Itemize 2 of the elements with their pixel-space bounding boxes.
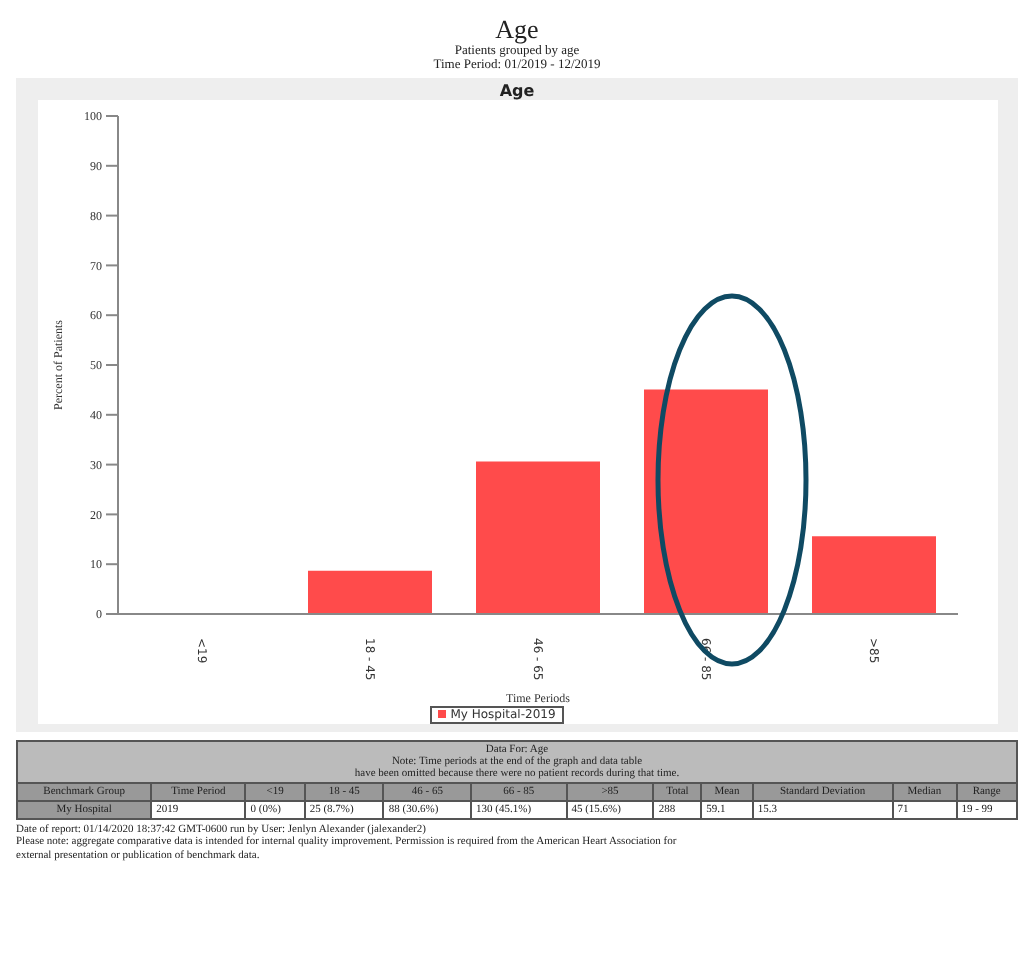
chart-title: Age xyxy=(493,14,541,45)
text: Age xyxy=(497,81,537,100)
